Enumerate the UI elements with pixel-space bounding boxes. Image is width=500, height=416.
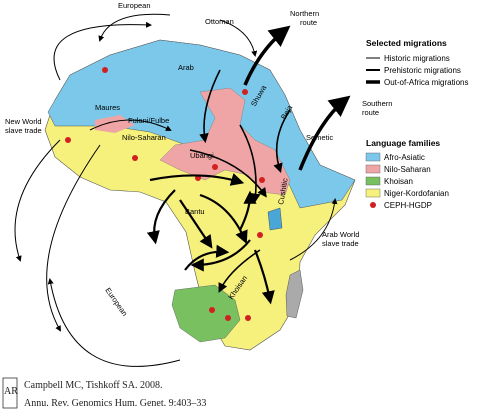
site xyxy=(102,67,108,73)
citation: AR Campbell MC, Tishkoff SA. 2008. Annu.… xyxy=(2,377,206,409)
legend-item: Nilo-Saharan xyxy=(384,165,431,174)
label: Southern xyxy=(362,99,392,108)
legend-item: Khoisan xyxy=(384,177,413,186)
label: Northern xyxy=(290,9,319,18)
sample-sites xyxy=(65,67,265,321)
madagascar xyxy=(285,269,304,319)
label: Arab World xyxy=(322,230,359,239)
label: Nilo-Saharan xyxy=(122,133,166,142)
label: slave trade xyxy=(5,126,42,135)
legend-item: Prehistoric migrations xyxy=(384,66,461,75)
site xyxy=(259,177,265,183)
citation-line: Annu. Rev. Genomics Hum. Genet. 9:403–33 xyxy=(24,398,206,409)
legend-item: CEPH-HGDP xyxy=(384,201,432,210)
migration-arrows xyxy=(14,13,351,367)
legend-item: Out-of-Africa migrations xyxy=(384,78,468,87)
legend-item: Afro-Asiatic xyxy=(384,153,425,162)
logo: AR xyxy=(4,386,18,397)
label: slave trade xyxy=(322,239,359,248)
legend: Selected migrations Historic migrations … xyxy=(365,38,468,210)
cushitic-region xyxy=(267,207,283,231)
legend-title: Language families xyxy=(366,138,440,148)
legend-dot xyxy=(370,202,376,208)
site xyxy=(242,89,248,95)
label: Ottoman xyxy=(205,17,234,26)
site xyxy=(245,315,251,321)
legend-item: Historic migrations xyxy=(384,54,450,63)
site xyxy=(225,315,231,321)
label: Semetic xyxy=(306,133,333,142)
label: European xyxy=(118,1,151,10)
map: European Ottoman Northern route Arab Mau… xyxy=(5,1,392,367)
label: European xyxy=(103,286,129,318)
label: Arab xyxy=(178,63,194,72)
site xyxy=(209,307,215,313)
site xyxy=(212,164,218,170)
label: New World xyxy=(5,117,42,126)
nilo-saharan-west xyxy=(95,115,135,133)
label: Bantu xyxy=(185,207,205,216)
label: Ubangi xyxy=(190,151,214,160)
site xyxy=(132,155,138,161)
label: Fulani/Fulbe xyxy=(128,116,169,125)
legend-swatch xyxy=(365,188,381,198)
legend-swatch xyxy=(365,152,381,162)
logo-box xyxy=(2,377,18,409)
site xyxy=(257,232,263,238)
legend-swatch xyxy=(365,164,381,174)
citation-line: Campbell MC, Tishkoff SA. 2008. xyxy=(24,380,162,391)
label: Maures xyxy=(95,103,120,112)
label: route xyxy=(362,108,379,117)
label: route xyxy=(300,18,317,27)
site xyxy=(65,137,71,143)
legend-swatch xyxy=(365,176,381,186)
legend-title: Selected migrations xyxy=(366,38,447,48)
legend-item: Niger-Kordofanian xyxy=(384,189,449,198)
